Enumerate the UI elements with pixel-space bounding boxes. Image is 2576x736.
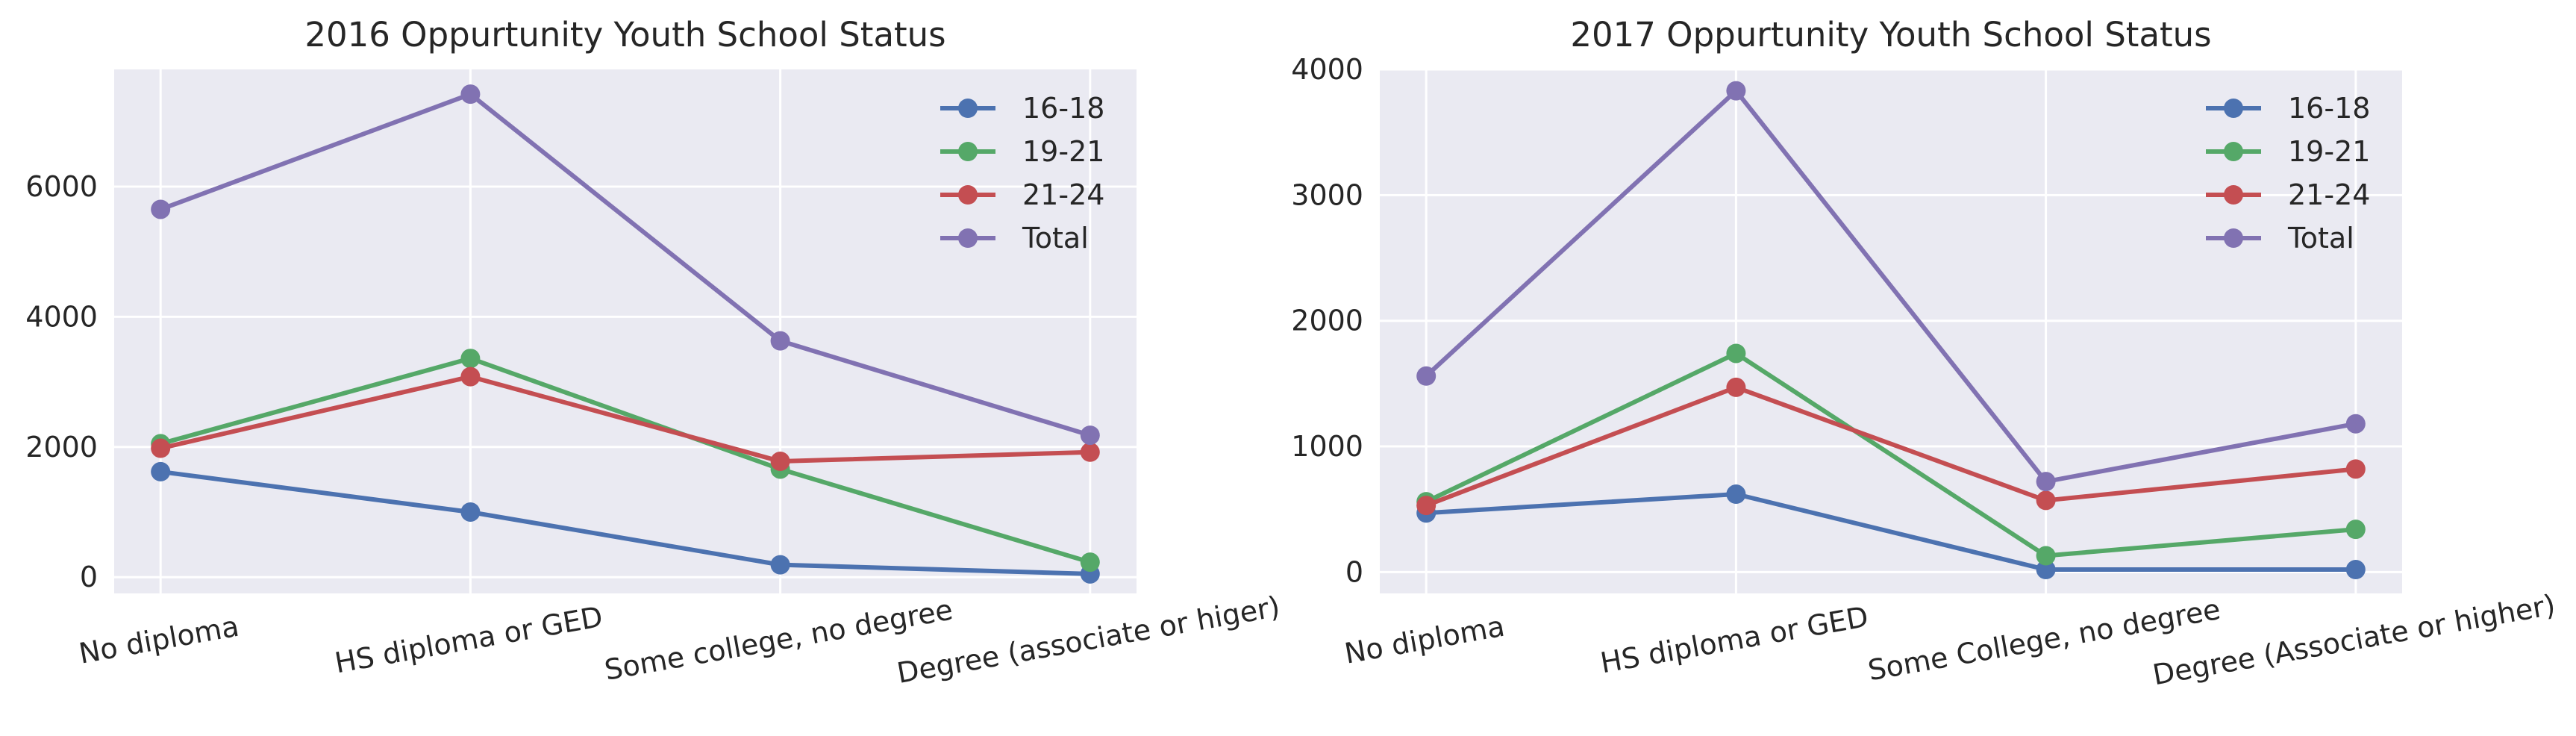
data-point-19-21 <box>1726 343 1746 364</box>
data-point-16-18 <box>2036 560 2056 580</box>
x-tick-label: HS diploma or GED <box>332 600 605 679</box>
y-tick-label: 2000 <box>25 431 98 464</box>
legend-label: 19-21 <box>2288 135 2370 168</box>
data-point-21-24 <box>2345 459 2366 479</box>
chart-2017: 2017 Oppurtunity Youth School Status 0 100… <box>1291 15 2557 691</box>
series-line-Total <box>1424 88 2358 484</box>
data-point-16-18 <box>770 555 790 575</box>
data-point-21-24 <box>460 367 481 387</box>
data-point-16-18 <box>1726 484 1746 505</box>
plot-area <box>114 69 1137 593</box>
x-tick-label: Degree (associate or higer) <box>895 590 1283 690</box>
legend-marker <box>958 99 978 118</box>
y-tick-label: 4000 <box>25 300 98 333</box>
legend-marker <box>2224 185 2243 205</box>
legend-marker <box>2224 228 2243 248</box>
legend-label: 16-18 <box>1022 92 1104 125</box>
legend-label: 19-21 <box>1022 135 1104 168</box>
legend-marker <box>2224 142 2243 161</box>
data-point-19-21 <box>2036 546 2056 566</box>
x-tick-label: HS diploma or GED <box>1598 600 1871 679</box>
data-point-21-24 <box>770 451 790 471</box>
legend-label: Total <box>2287 222 2354 255</box>
data-point-Total <box>1726 81 1746 101</box>
data-point-19-21 <box>1080 552 1100 573</box>
data-point-19-21 <box>460 349 481 369</box>
data-point-Total <box>2036 472 2056 492</box>
legend-marker <box>2224 99 2243 118</box>
y-tick-label: 2000 <box>1291 305 1363 337</box>
legend-label: 21-24 <box>2288 178 2370 211</box>
y-tick-label: 4000 <box>1291 53 1363 86</box>
y-tick-label: 0 <box>1345 555 1363 588</box>
data-point-21-24 <box>151 438 171 458</box>
series-line-16-18 <box>1424 492 2358 573</box>
y-tick-label: 3000 <box>1291 178 1363 211</box>
y-tick-label: 0 <box>80 561 98 593</box>
data-point-21-24 <box>2036 490 2056 511</box>
y-tick-label: 1000 <box>1291 430 1363 463</box>
legend-label: Total <box>1022 222 1089 255</box>
series-line-19-21 <box>1424 351 2358 558</box>
data-point-21-24 <box>1416 496 1437 516</box>
data-point-Total <box>2345 414 2366 434</box>
data-point-16-18 <box>2345 560 2366 580</box>
data-point-Total <box>770 331 790 351</box>
legend-marker <box>958 142 978 161</box>
series-line-16-18 <box>158 469 1092 576</box>
legend-label: 21-24 <box>1022 178 1104 211</box>
data-point-Total <box>460 84 481 105</box>
legend-marker <box>958 185 978 205</box>
data-point-Total <box>1416 366 1437 386</box>
data-point-16-18 <box>151 461 171 481</box>
data-point-21-24 <box>1080 442 1100 462</box>
plot-area <box>1380 69 2402 593</box>
y-tick-label: 6000 <box>25 170 98 203</box>
data-point-Total <box>1080 425 1100 446</box>
data-point-19-21 <box>2345 520 2366 540</box>
data-point-21-24 <box>1726 377 1746 397</box>
chart-title: 2016 Oppurtunity Youth School Status <box>304 15 945 54</box>
series-line-Total <box>158 92 1092 438</box>
x-tick-label: No diploma <box>1342 610 1507 670</box>
legend-marker <box>958 228 978 248</box>
chart-title: 2017 Oppurtunity Youth School Status <box>1570 15 2211 54</box>
series-line-21-24 <box>158 374 1092 464</box>
series-line-21-24 <box>1424 384 2358 508</box>
chart-2016: 2016 Oppurtunity Youth School Status 0 200… <box>25 15 1282 690</box>
data-point-Total <box>151 199 171 219</box>
data-point-16-18 <box>460 502 481 522</box>
series-line-19-21 <box>158 356 1092 565</box>
x-tick-label: No diploma <box>76 610 241 670</box>
legend-label: 16-18 <box>2288 92 2370 125</box>
